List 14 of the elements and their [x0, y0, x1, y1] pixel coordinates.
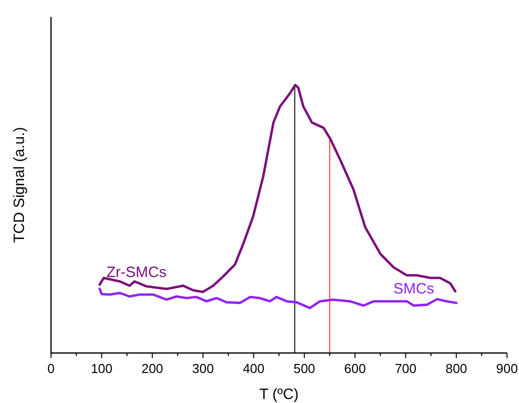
series-label: SMCs [393, 280, 434, 298]
series-label: Zr-SMCs [106, 264, 167, 281]
y-axis-title: TCD Signal (a.u.) [11, 127, 28, 243]
x-tick-label: 100 [90, 361, 113, 376]
x-tick-label: 500 [293, 361, 316, 376]
x-tick-label: 200 [141, 361, 164, 376]
x-tick-label: 800 [445, 361, 468, 376]
x-tick-label: 900 [496, 361, 518, 376]
x-tick-label: 300 [192, 361, 214, 376]
x-tick-label: 600 [344, 361, 366, 376]
x-tick-label: 400 [242, 361, 265, 376]
x-tick-label: 0 [47, 361, 55, 376]
x-axis-title: T (ºC) [259, 386, 299, 403]
x-tick-label: 700 [394, 361, 417, 376]
